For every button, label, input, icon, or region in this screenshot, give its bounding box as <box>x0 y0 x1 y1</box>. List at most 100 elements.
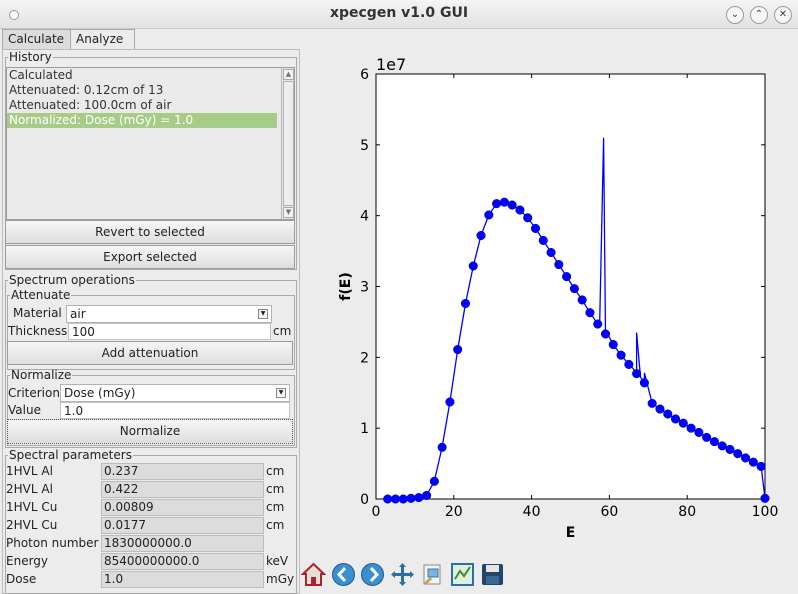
export-button[interactable]: Export selected <box>5 245 295 269</box>
data-point <box>702 432 712 442</box>
y-offset-label: 1e7 <box>376 55 406 74</box>
parameter-value[interactable]: 0.0177 <box>101 517 264 534</box>
data-point <box>562 272 572 282</box>
data-point <box>414 493 424 503</box>
history-item-selected[interactable]: Normalized: Dose (mGy) = 1.0 <box>7 113 277 128</box>
scroll-up-icon[interactable]: ▲ <box>283 69 294 80</box>
data-point <box>733 449 743 459</box>
attenuate-legend: Attenuate <box>11 288 71 302</box>
data-point <box>694 427 704 437</box>
parameter-label: 2HVL Cu <box>6 518 58 532</box>
material-select[interactable]: air ▼ <box>66 305 272 323</box>
x-tick-label: 60 <box>600 504 618 520</box>
data-point <box>756 461 766 471</box>
history-item[interactable]: Attenuated: 0.12cm of 13 <box>9 83 164 97</box>
data-point <box>476 230 486 241</box>
value-label: Value <box>8 403 41 417</box>
tab-analyze[interactable]: Analyze <box>70 29 135 50</box>
revert-button[interactable]: Revert to selected <box>5 220 295 244</box>
close-icon[interactable]: ✕ <box>774 6 792 24</box>
window-menu-icon[interactable] <box>9 10 19 20</box>
data-point <box>639 378 649 388</box>
parameter-value[interactable]: 1830000000.0 <box>101 535 264 552</box>
data-point <box>608 340 618 350</box>
history-legend: History <box>9 50 52 64</box>
parameter-label: 2HVL Al <box>6 482 53 496</box>
criterion-value: Dose (mGy) <box>64 386 136 400</box>
scroll-thumb[interactable] <box>283 81 294 206</box>
data-point <box>670 414 681 424</box>
data-point <box>577 295 587 305</box>
spectral-parameters-legend: Spectral parameters <box>9 448 132 462</box>
parameter-value[interactable]: 1.0 <box>101 571 264 588</box>
data-point <box>686 423 696 433</box>
data-point <box>600 329 611 339</box>
data-point <box>709 437 719 447</box>
x-tick-label: 20 <box>445 504 463 520</box>
y-tick-label: 0 <box>360 492 369 508</box>
minimize-icon[interactable]: ⌄ <box>726 6 744 24</box>
data-point <box>569 284 579 294</box>
parameter-unit: cm <box>266 464 285 478</box>
data-point <box>390 494 400 504</box>
data-point <box>398 494 408 504</box>
data-point <box>406 493 416 503</box>
history-scrollbar[interactable]: ▲ ▼ <box>281 68 294 219</box>
chevron-down-icon: ▼ <box>258 309 268 319</box>
data-point <box>507 200 517 210</box>
parameter-label: Photon number <box>6 536 99 550</box>
data-point <box>663 409 673 419</box>
history-group: History <box>5 50 297 270</box>
window-title: xpecgen v1.0 GUI <box>329 5 469 21</box>
maximize-icon[interactable]: ⌃ <box>750 6 768 24</box>
history-list[interactable]: Calculated Attenuated: 0.12cm of 13 Atte… <box>6 67 295 220</box>
normalize-group: Normalize <box>7 368 295 446</box>
y-tick-label: 4 <box>360 209 369 225</box>
home-icon[interactable] <box>300 561 327 588</box>
data-point <box>383 494 393 504</box>
data-point <box>492 199 502 209</box>
parameter-unit: keV <box>266 554 289 568</box>
scroll-down-icon[interactable]: ▼ <box>283 207 294 218</box>
data-point <box>717 441 727 451</box>
data-point <box>678 418 688 428</box>
spectrum-operations-group: Spectrum operations <box>5 273 297 448</box>
thickness-input[interactable]: 100 <box>68 323 271 340</box>
history-item[interactable]: Calculated <box>9 68 73 82</box>
data-point <box>484 210 494 220</box>
spectrum-chart[interactable]: 0 20 40 60 80 100 0 1 2 3 4 5 6 1e7 Ef(E) <box>300 49 796 559</box>
add-attenuation-button[interactable]: Add attenuation <box>7 341 293 365</box>
criterion-label: Criterion <box>8 386 60 400</box>
normalize-button[interactable]: Normalize <box>7 419 293 444</box>
data-point <box>616 350 626 360</box>
parameter-unit: cm <box>266 518 285 532</box>
forward-icon[interactable] <box>359 561 386 588</box>
parameter-value[interactable]: 85400000000.0 <box>101 553 264 570</box>
material-label: Material <box>13 306 62 320</box>
data-point <box>624 359 634 369</box>
data-point <box>554 259 564 270</box>
title-bar: xpecgen v1.0 GUI ⌄ ⌃ ✕ <box>0 0 798 29</box>
data-point <box>632 369 642 379</box>
parameter-label: Energy <box>6 554 49 568</box>
y-tick-label: 1 <box>360 421 369 437</box>
zoom-icon[interactable] <box>419 561 446 588</box>
criterion-select[interactable]: Dose (mGy) ▼ <box>60 384 290 402</box>
save-icon[interactable] <box>479 561 506 588</box>
normalize-legend: Normalize <box>11 368 72 382</box>
parameter-value[interactable]: 0.422 <box>101 481 264 498</box>
back-icon[interactable] <box>330 561 357 588</box>
tab-calculate[interactable]: Calculate <box>2 29 73 49</box>
analyze-panel: History Calculated Attenuated: 0.12cm of… <box>2 49 300 594</box>
parameter-value[interactable]: 0.00809 <box>101 499 264 516</box>
data-point <box>499 197 509 207</box>
y-tick-label: 6 <box>360 67 369 83</box>
pan-icon[interactable] <box>389 561 416 588</box>
configure-subplots-icon[interactable] <box>449 561 476 588</box>
thickness-unit: cm <box>273 324 292 338</box>
history-item[interactable]: Attenuated: 100.0cm of air <box>9 98 172 112</box>
chevron-down-icon: ▼ <box>276 388 286 398</box>
normalize-value-input[interactable]: 1.0 <box>60 402 290 419</box>
parameter-value[interactable]: 0.237 <box>101 463 264 480</box>
